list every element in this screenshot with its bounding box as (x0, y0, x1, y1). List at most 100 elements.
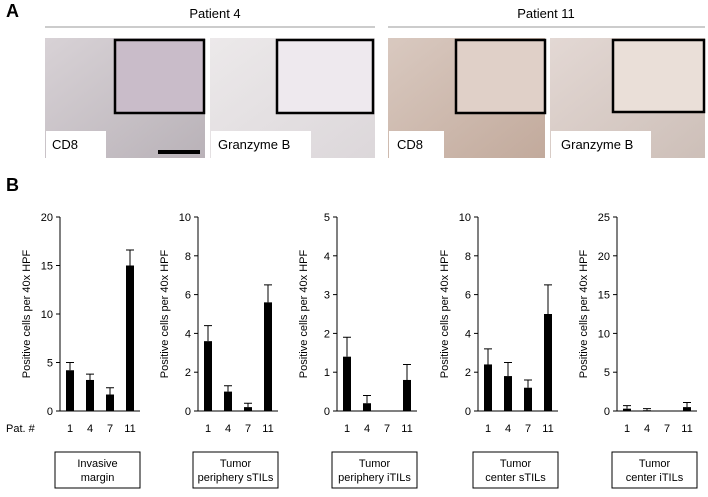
bar (363, 403, 371, 411)
x-tick-label: 1 (344, 423, 350, 435)
error-bar (484, 348, 492, 365)
caption: center sTILs (485, 472, 546, 484)
y-tick-label: 10 (179, 212, 191, 224)
x-tick-label: 4 (644, 423, 650, 435)
label-box (46, 131, 106, 158)
error-bar (244, 402, 252, 408)
y-tick-label: 0 (185, 406, 191, 418)
bar (544, 314, 552, 411)
x-tick-label: 1 (67, 423, 73, 435)
bar (504, 376, 512, 411)
bar (126, 265, 134, 411)
x-tick-label: 11 (401, 423, 412, 435)
y-tick-label: 2 (324, 328, 330, 340)
y-tick-label: 6 (185, 290, 191, 302)
label-box (389, 131, 444, 158)
y-tick-label: 8 (465, 251, 471, 263)
x-tick-label: 1 (205, 423, 211, 435)
y-tick-label: 10 (459, 212, 471, 224)
bar (484, 364, 492, 411)
caption: periphery sTILs (198, 472, 274, 484)
x-tick-label: 7 (525, 423, 531, 435)
error-bar (403, 363, 411, 380)
y-tick-label: 20 (598, 251, 610, 263)
bar (66, 370, 74, 411)
x-tick-label: 7 (245, 423, 251, 435)
patient-header: Patient 4 (189, 6, 240, 21)
y-tick-label: 4 (324, 251, 330, 263)
x-tick-label: 11 (262, 423, 273, 435)
bar (224, 391, 232, 411)
y-tick-label: 5 (47, 358, 53, 370)
caption-box (331, 451, 418, 489)
error-bar (524, 379, 532, 388)
label-box (211, 131, 311, 158)
label-box (551, 131, 651, 158)
error-bar (264, 284, 272, 303)
caption: periphery iTILs (338, 472, 411, 484)
error-bar (504, 362, 512, 377)
y-tick-label: 4 (185, 328, 191, 340)
caption: Tumor (220, 458, 252, 470)
scale-bar (158, 150, 200, 154)
bar (524, 387, 532, 411)
bar (244, 407, 252, 411)
x-tick-label: 7 (384, 423, 390, 435)
image-label: CD8 (397, 137, 423, 152)
caption: margin (81, 472, 115, 484)
error-bar (106, 387, 114, 395)
bar (86, 379, 94, 411)
bar (343, 356, 351, 411)
inset (454, 38, 547, 115)
x-tick-label: 4 (364, 423, 370, 435)
y-tick-label: 10 (598, 328, 610, 340)
error-bar (343, 336, 351, 357)
micrographs (45, 38, 706, 158)
x-tick-label: 11 (124, 423, 135, 435)
caption-box (611, 451, 698, 489)
caption: center iTILs (626, 472, 684, 484)
inset (113, 38, 206, 115)
error-bar (66, 362, 74, 371)
x-tick-label: 1 (485, 423, 491, 435)
y-tick-label: 0 (47, 406, 53, 418)
caption: Tumor (500, 458, 532, 470)
error-bar (363, 394, 371, 404)
panel-label: B (6, 175, 19, 195)
y-tick-label: 5 (324, 212, 330, 224)
error-bar (224, 385, 232, 392)
y-tick-label: 10 (41, 309, 53, 321)
x-tick-label: 4 (225, 423, 231, 435)
y-tick-label: 0 (604, 406, 610, 418)
x-tick-label: 1 (624, 423, 630, 435)
x-tick-label: 4 (505, 423, 511, 435)
y-tick-label: 1 (324, 367, 330, 379)
caption-box (472, 451, 559, 489)
bar (204, 341, 212, 411)
error-bar (86, 373, 94, 380)
y-axis-label: Positive cells per 40x HPF (21, 250, 33, 379)
bar (643, 410, 651, 411)
x-tick-label: 4 (87, 423, 93, 435)
error-bar (544, 284, 552, 314)
inset (275, 38, 375, 115)
patient-header: Patient 11 (517, 6, 575, 21)
y-tick-label: 25 (598, 212, 610, 224)
y-tick-label: 0 (324, 406, 330, 418)
y-tick-label: 0 (465, 406, 471, 418)
bar (623, 408, 631, 411)
y-tick-label: 2 (465, 367, 471, 379)
pat-label: Pat. # (6, 423, 36, 435)
panel-label: A (6, 1, 19, 21)
error-bar (204, 325, 212, 342)
image-label: Granzyme B (218, 137, 290, 152)
error-bar (643, 408, 651, 411)
y-tick-label: 15 (598, 290, 610, 302)
caption: Tumor (359, 458, 391, 470)
y-axis-label: Positive cells per 40x HPF (578, 250, 590, 379)
caption: Invasive (77, 458, 117, 470)
y-axis-label: Positive cells per 40x HPF (159, 250, 171, 379)
error-bar (623, 405, 631, 409)
x-tick-label: 11 (542, 423, 553, 435)
